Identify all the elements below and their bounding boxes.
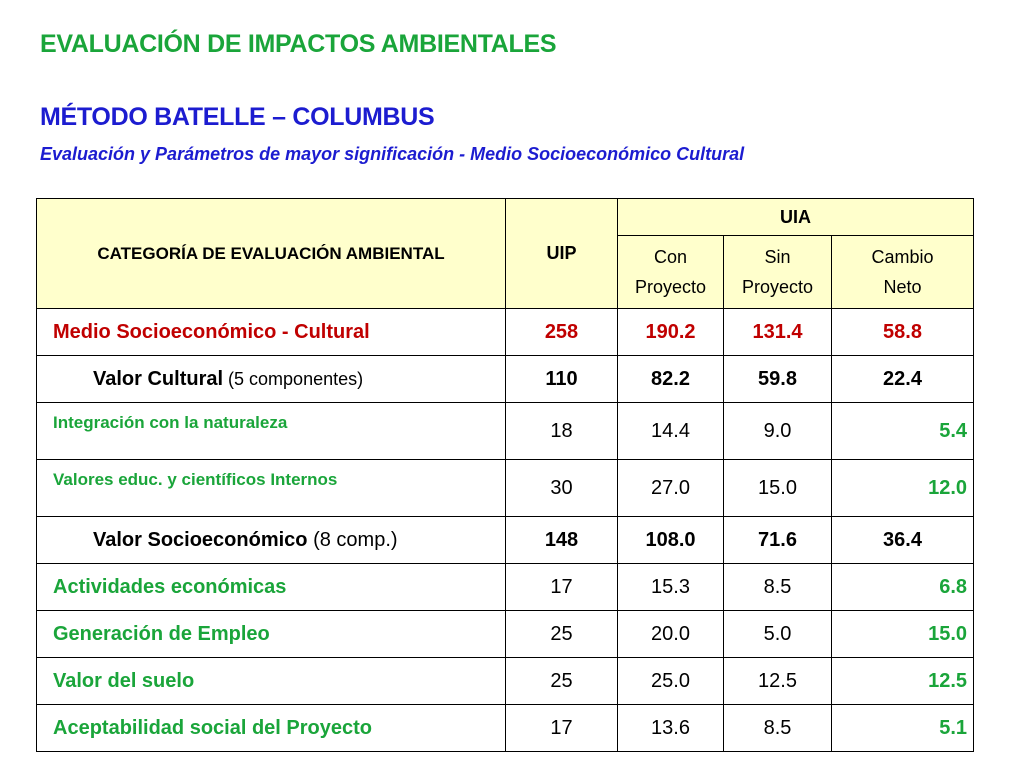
row-con: 108.0 — [617, 516, 724, 564]
table-row: Valores educ. y científicos Internos 30 … — [36, 459, 975, 517]
row-cambio: 6.8 — [830, 563, 975, 611]
header-sin-proyecto: Sin Proyecto — [723, 235, 832, 309]
row-label-note: (5 componentes) — [223, 368, 364, 389]
header-cambio-line1: Cambio — [871, 247, 934, 267]
table-row: Actividades económicas 17 15.3 8.5 6.8 — [36, 563, 975, 611]
row-label: Integración con la naturaleza — [36, 402, 506, 460]
page-title: EVALUACIÓN DE IMPACTOS AMBIENTALES — [40, 30, 557, 58]
header-uip: UIP — [505, 198, 618, 309]
row-uip: 25 — [505, 657, 618, 705]
table-row: Aceptabilidad social del Proyecto 17 13.… — [36, 704, 975, 752]
row-cambio: 15.0 — [830, 610, 975, 658]
row-label: Generación de Empleo — [36, 610, 506, 658]
row-sin: 59.8 — [723, 355, 832, 403]
row-con: 15.3 — [617, 563, 724, 611]
evaluation-table: CATEGORÍA DE EVALUACIÓN AMBIENTAL UIP UI… — [36, 198, 975, 752]
header-row-1: CATEGORÍA DE EVALUACIÓN AMBIENTAL UIP UI… — [36, 198, 975, 309]
row-sin: 15.0 — [723, 459, 832, 517]
row-cambio: 5.1 — [830, 704, 975, 752]
table-row: Valor Socioeconómico (8 comp.) 148 108.0… — [36, 516, 975, 564]
row-sin: 5.0 — [723, 610, 832, 658]
table-row: Integración con la naturaleza 18 14.4 9.… — [36, 402, 975, 460]
row-label: Valores educ. y científicos Internos — [36, 459, 506, 517]
row-con: 27.0 — [617, 459, 724, 517]
table-row: Valor del suelo 25 25.0 12.5 12.5 — [36, 657, 975, 705]
row-label-cell: Valor Cultural (5 componentes) — [36, 355, 506, 403]
row-cambio: 58.8 — [830, 308, 975, 356]
row-sin: 9.0 — [723, 402, 832, 460]
row-label: Valor Socioeconómico — [93, 528, 308, 551]
header-con-line1: Con — [653, 247, 688, 267]
table-row: Generación de Empleo 25 20.0 5.0 15.0 — [36, 610, 975, 658]
row-con: 20.0 — [617, 610, 724, 658]
header-sin-line2: Proyecto — [741, 277, 814, 297]
row-sin: 8.5 — [723, 704, 832, 752]
row-uip: 18 — [505, 402, 618, 460]
header-con-proyecto: Con Proyecto — [617, 235, 724, 309]
row-uip: 17 — [505, 704, 618, 752]
row-cambio: 22.4 — [830, 355, 975, 403]
row-con: 13.6 — [617, 704, 724, 752]
header-row-2: Con Proyecto Sin Proyecto Cambio Neto — [37, 235, 975, 309]
header-uia: UIA — [616, 198, 975, 236]
row-uip: 17 — [505, 563, 618, 611]
row-cambio: 12.5 — [830, 657, 975, 705]
row-label-cell: Valor Socioeconómico (8 comp.) — [36, 516, 506, 564]
row-sin: 131.4 — [723, 308, 832, 356]
row-cambio: 36.4 — [830, 516, 975, 564]
row-sin: 12.5 — [723, 657, 832, 705]
row-label: Valor Cultural — [93, 367, 224, 390]
row-sin: 8.5 — [723, 563, 832, 611]
row-cambio: 5.4 — [830, 402, 975, 460]
row-uip: 110 — [505, 355, 618, 403]
table-row: Medio Socioeconómico - Cultural 258 190.… — [36, 308, 975, 356]
row-label: Aceptabilidad social del Proyecto — [36, 704, 506, 752]
header-category: CATEGORÍA DE EVALUACIÓN AMBIENTAL — [36, 198, 506, 309]
header-sin-line1: Sin — [764, 247, 791, 267]
header-cambio-line2: Neto — [883, 277, 922, 297]
row-uip: 148 — [505, 516, 618, 564]
row-con: 190.2 — [617, 308, 724, 356]
row-label: Valor del suelo — [36, 657, 506, 705]
row-cambio: 12.0 — [830, 459, 975, 517]
method-title: MÉTODO BATELLE – COLUMBUS — [40, 103, 435, 131]
header-cambio-neto: Cambio Neto — [830, 235, 975, 309]
header-con-line2: Proyecto — [634, 277, 707, 297]
row-sin: 71.6 — [723, 516, 832, 564]
row-con: 25.0 — [617, 657, 724, 705]
row-con: 82.2 — [617, 355, 724, 403]
row-label: Medio Socioeconómico - Cultural — [36, 308, 506, 356]
row-label-note: (8 comp.) — [307, 528, 398, 551]
table-row: Valor Cultural (5 componentes) 110 82.2 … — [36, 355, 975, 403]
row-uip: 258 — [505, 308, 618, 356]
subtitle: Evaluación y Parámetros de mayor signifi… — [40, 144, 745, 164]
row-uip: 30 — [505, 459, 618, 517]
row-label: Actividades económicas — [36, 563, 506, 611]
row-uip: 25 — [505, 610, 618, 658]
row-con: 14.4 — [617, 402, 724, 460]
